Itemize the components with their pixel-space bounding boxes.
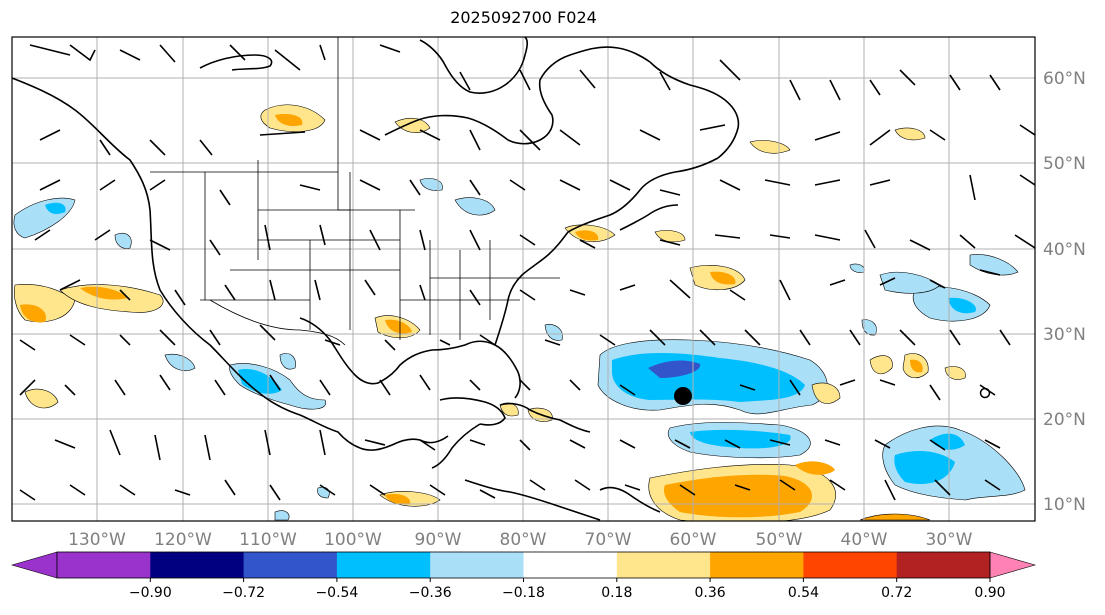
colorbar-bin xyxy=(150,552,245,578)
lat-label: 30°N xyxy=(1043,325,1086,345)
colorbar-bin xyxy=(896,552,991,578)
colorbar-label: 0.18 xyxy=(601,585,632,601)
colorbar-over-triangle xyxy=(989,551,1037,579)
open-circle-marker xyxy=(979,387,991,399)
wind-barbs xyxy=(19,44,1035,501)
map-frame xyxy=(11,36,1036,522)
colorbar-bin xyxy=(523,552,618,578)
lon-label: 40°W xyxy=(841,530,888,550)
lon-label: 50°W xyxy=(756,530,803,550)
coastlines xyxy=(12,37,740,521)
political-borders xyxy=(150,37,560,346)
lat-label: 50°N xyxy=(1043,154,1086,174)
colorbar-label: −0.18 xyxy=(502,585,545,601)
lat-label: 10°N xyxy=(1043,495,1086,515)
latitude-labels: 60°N 50°N 40°N 30°N 20°N 10°N xyxy=(1043,69,1086,515)
colorbar-label: 0.36 xyxy=(695,585,726,601)
lon-label: 60°W xyxy=(670,530,717,550)
colorbar-label: 0.90 xyxy=(974,585,1005,601)
storm-center-marker xyxy=(674,387,692,405)
colorbar-label: 0.72 xyxy=(881,585,912,601)
colorbar-bin xyxy=(336,552,431,578)
colorbar-bin xyxy=(430,552,524,578)
colorbar-label: −0.36 xyxy=(409,585,452,601)
lat-label: 60°N xyxy=(1043,69,1086,89)
colorbar-bin xyxy=(616,552,711,578)
colorbar-label: 0.54 xyxy=(788,585,819,601)
colorbar-label: −0.72 xyxy=(222,585,265,601)
colorbar-bin xyxy=(803,552,898,578)
lon-label: 90°W xyxy=(415,530,462,550)
lon-label: 70°W xyxy=(585,530,632,550)
lat-label: 20°N xyxy=(1043,410,1086,430)
colorbar-bin xyxy=(57,552,151,578)
lon-label: 80°W xyxy=(500,530,547,550)
colorbar-label: −0.54 xyxy=(315,585,358,601)
lon-label: 110°W xyxy=(239,530,297,550)
colorbar: −0.90 −0.72 −0.54 −0.36 −0.18 0.18 0.36 0.54 0.7… xyxy=(10,551,1037,601)
colorbar-label: −0.90 xyxy=(129,585,172,601)
colorbar-under-triangle xyxy=(10,551,58,579)
lon-label: 120°W xyxy=(154,530,212,550)
graticule xyxy=(12,37,1035,521)
lon-label: 100°W xyxy=(324,530,382,550)
map-title: 2025092700 F024 xyxy=(450,8,597,27)
lon-label: 130°W xyxy=(68,530,126,550)
longitude-labels: 130°W 120°W 110°W 100°W 90°W 80°W 70°W 6… xyxy=(68,530,973,550)
lat-label: 40°N xyxy=(1043,240,1086,260)
colorbar-bin xyxy=(243,552,338,578)
colorbar-bin xyxy=(710,552,804,578)
shaded-contours xyxy=(13,104,1026,521)
lon-label: 30°W xyxy=(926,530,973,550)
